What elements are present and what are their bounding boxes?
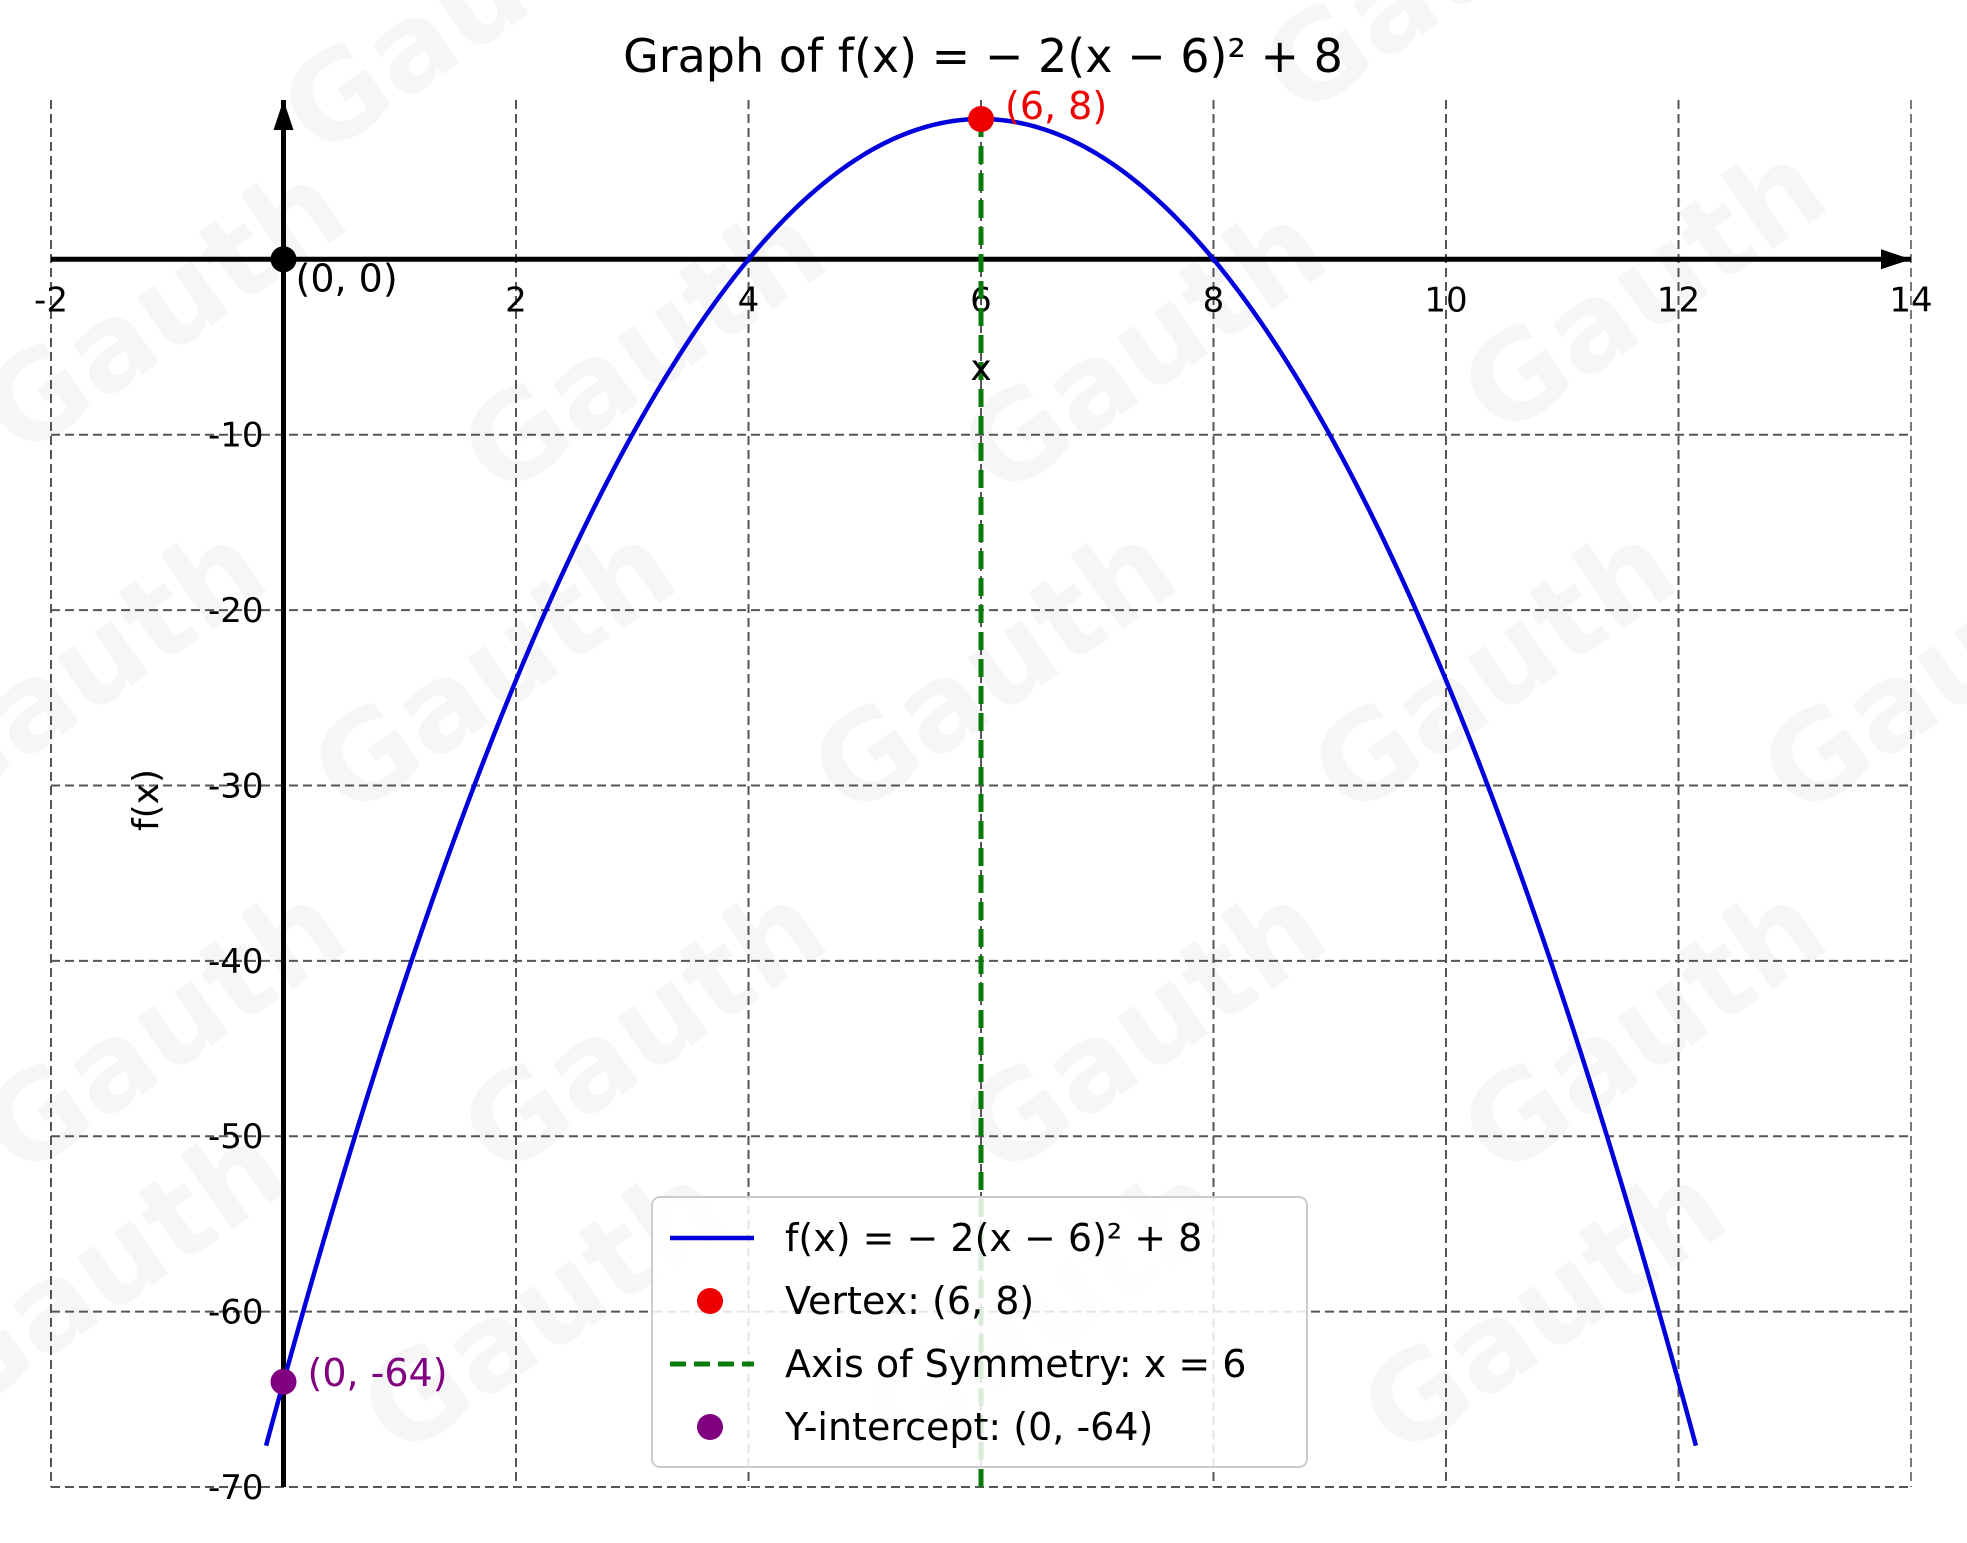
x-tick-label: 12 bbox=[1657, 280, 1700, 320]
x-axis-arrow-icon bbox=[1881, 249, 1911, 270]
watermark-text: Gauth bbox=[1287, 496, 1701, 844]
x-tick-label: 8 bbox=[1203, 280, 1225, 320]
vertex-point-label: (6, 8) bbox=[1005, 84, 1107, 128]
watermark-text: Gauth bbox=[937, 176, 1351, 524]
legend-swatch-dot bbox=[697, 1414, 723, 1440]
x-axis-label: x bbox=[970, 348, 991, 389]
watermark-text: Gauth bbox=[1337, 1136, 1751, 1484]
vertex-point bbox=[968, 106, 994, 132]
y-tick-label: -40 bbox=[208, 942, 264, 982]
legend-box bbox=[651, 1196, 1308, 1468]
annotations: (6, 8) (0, -64) (0, 0) bbox=[296, 84, 1108, 1395]
x-tick-label: -2 bbox=[34, 280, 68, 320]
x-tick-label: 4 bbox=[738, 280, 760, 320]
y-intercept-point-label: (0, -64) bbox=[308, 1351, 448, 1395]
y-intercept-point bbox=[270, 1368, 297, 1395]
watermark-text: Gauth bbox=[1737, 496, 1967, 844]
legend-entry-label: Axis of Symmetry: x = 6 bbox=[785, 1342, 1246, 1386]
origin-point-label: (0, 0) bbox=[296, 256, 398, 300]
legend-swatch-dot bbox=[697, 1288, 723, 1314]
watermark-text: Gauth bbox=[1437, 856, 1851, 1204]
legend-entry-label: f(x) = − 2(x − 6)² + 8 bbox=[785, 1216, 1202, 1260]
x-tick-label: 6 bbox=[970, 280, 992, 320]
legend: f(x) = − 2(x − 6)² + 8 Vertex: (6, 8) Axis… bbox=[651, 1196, 1308, 1468]
y-axis-label: f(x) bbox=[126, 769, 167, 831]
y-tick-label: -70 bbox=[208, 1468, 264, 1508]
origin-point bbox=[270, 246, 297, 273]
tick-labels: -2 2 4 6 8 10 12 14 -10 -20 -30 -40 -50 -60 -70 bbox=[34, 280, 1933, 1508]
watermark-text: Gauth bbox=[787, 496, 1201, 844]
chart-title: Graph of f(x) = − 2(x − 6)² + 8 bbox=[623, 29, 1343, 83]
watermark-text: Gauth bbox=[257, 0, 671, 184]
y-axis-arrow-icon bbox=[273, 100, 294, 130]
x-tick-label: 14 bbox=[1889, 280, 1932, 320]
y-tick-label: -50 bbox=[208, 1117, 264, 1157]
y-tick-label: -20 bbox=[208, 591, 264, 631]
legend-entry-label: Vertex: (6, 8) bbox=[785, 1279, 1034, 1323]
watermark-text: Gauth bbox=[287, 496, 701, 844]
watermark-text: Gauth bbox=[937, 856, 1351, 1204]
watermark-text: Gauth bbox=[437, 176, 851, 524]
watermark-text: Gauth bbox=[437, 856, 851, 1204]
x-tick-label: 10 bbox=[1424, 280, 1467, 320]
x-tick-label: 2 bbox=[505, 280, 527, 320]
legend-entry-label: Y-intercept: (0, -64) bbox=[784, 1405, 1153, 1449]
watermark-text: Gauth bbox=[1437, 116, 1851, 464]
y-tick-label: -60 bbox=[208, 1293, 264, 1333]
y-tick-label: -30 bbox=[208, 766, 264, 806]
y-tick-label: -10 bbox=[208, 416, 264, 456]
